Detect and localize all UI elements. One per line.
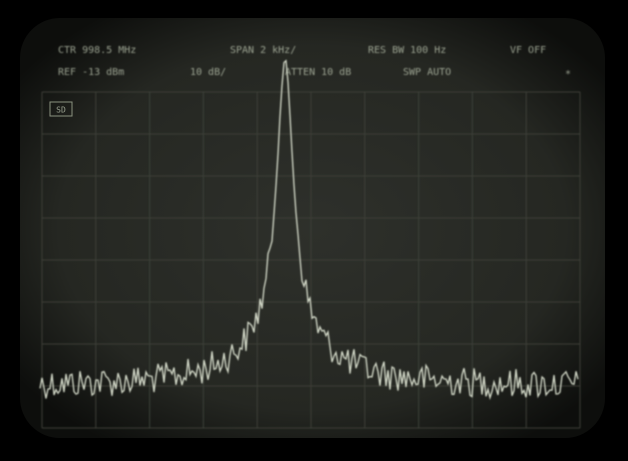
header-field: CTR 998.5 MHz [58,45,136,56]
marker-text: SD [56,106,66,115]
analyzer-photo: SD CTR 998.5 MHz SPAN 2 kHz/ RES BW 100 … [0,0,628,461]
page: SD CTR 998.5 MHz SPAN 2 kHz/ RES BW 100 … [0,0,628,461]
header-field: SWP AUTO [403,67,451,78]
header-field: SPAN 2 kHz/ [230,45,296,56]
header-field: REF -13 dBm [58,67,124,78]
header-field: ATTEN 10 dB [285,67,351,78]
header-field: VF OFF [510,45,546,56]
header-field: 10 dB/ [190,67,226,78]
header-field: RES BW 100 Hz [368,45,446,56]
header-field: * [565,69,571,80]
